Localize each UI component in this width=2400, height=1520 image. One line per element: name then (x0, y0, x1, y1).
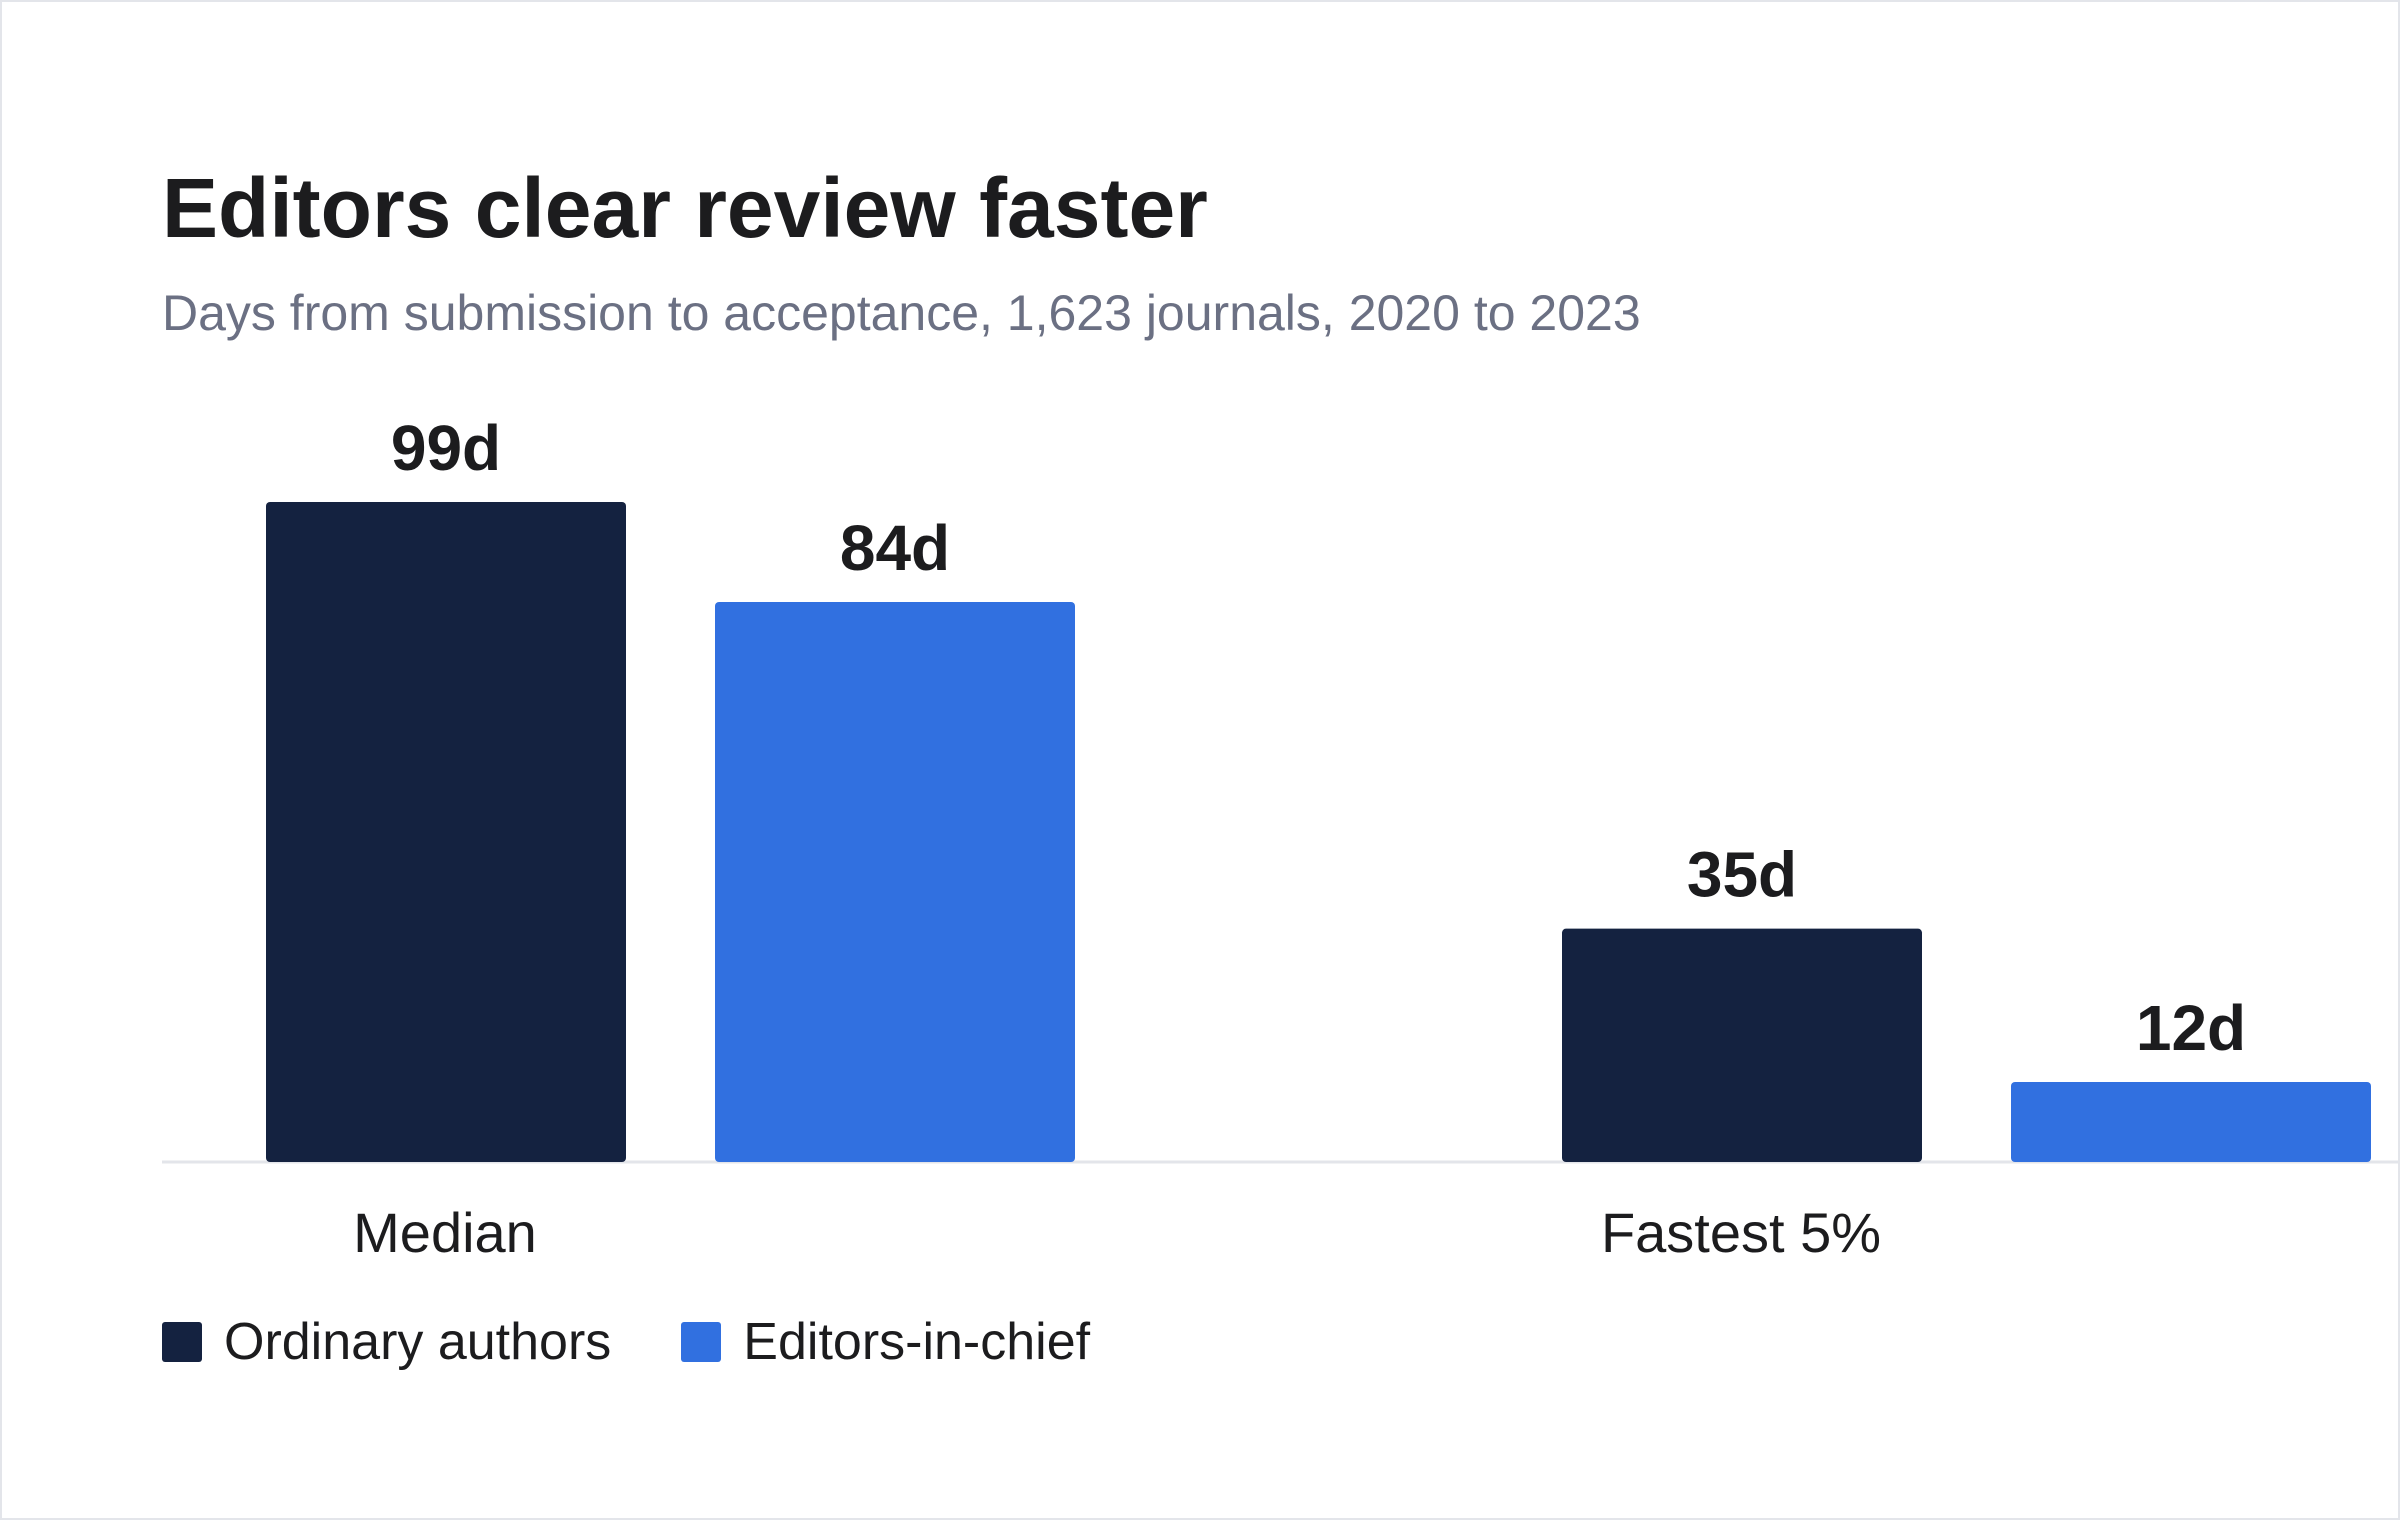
legend-label-ordinary-authors: Ordinary authors (224, 1313, 612, 1371)
chart-legend: Ordinary authors Editors-in-chief (162, 1312, 1090, 1372)
chart-title: Editors clear review faster (162, 161, 1208, 255)
bar-editors-in-chief-fastest-5 (2011, 1082, 2371, 1162)
legend-swatch-ordinary-authors (162, 1322, 202, 1362)
bar-ordinary-authors-fastest-5 (1562, 928, 1922, 1162)
data-label-editors-in-chief-fastest-5: 12d (2136, 992, 2246, 1064)
legend-label-editors-in-chief: Editors-in-chief (743, 1313, 1091, 1371)
legend-item-ordinary-authors: Ordinary authors (162, 1312, 611, 1372)
bar-editors-in-chief-median (715, 602, 1075, 1162)
chart-subtitle: Days from submission to acceptance, 1,62… (162, 285, 1641, 341)
x-tick-label-fastest-5: Fastest 5% (1601, 1201, 1881, 1264)
data-label-ordinary-authors-median: 99d (391, 412, 501, 484)
data-label-ordinary-authors-fastest-5: 35d (1687, 839, 1797, 911)
legend-swatch-editors-in-chief (681, 1322, 722, 1362)
legend-item-editors-in-chief: Editors-in-chief (681, 1312, 1090, 1372)
data-label-editors-in-chief-median: 84d (840, 512, 950, 584)
bar-ordinary-authors-median (266, 502, 626, 1162)
x-tick-label-median: Median (353, 1201, 537, 1264)
